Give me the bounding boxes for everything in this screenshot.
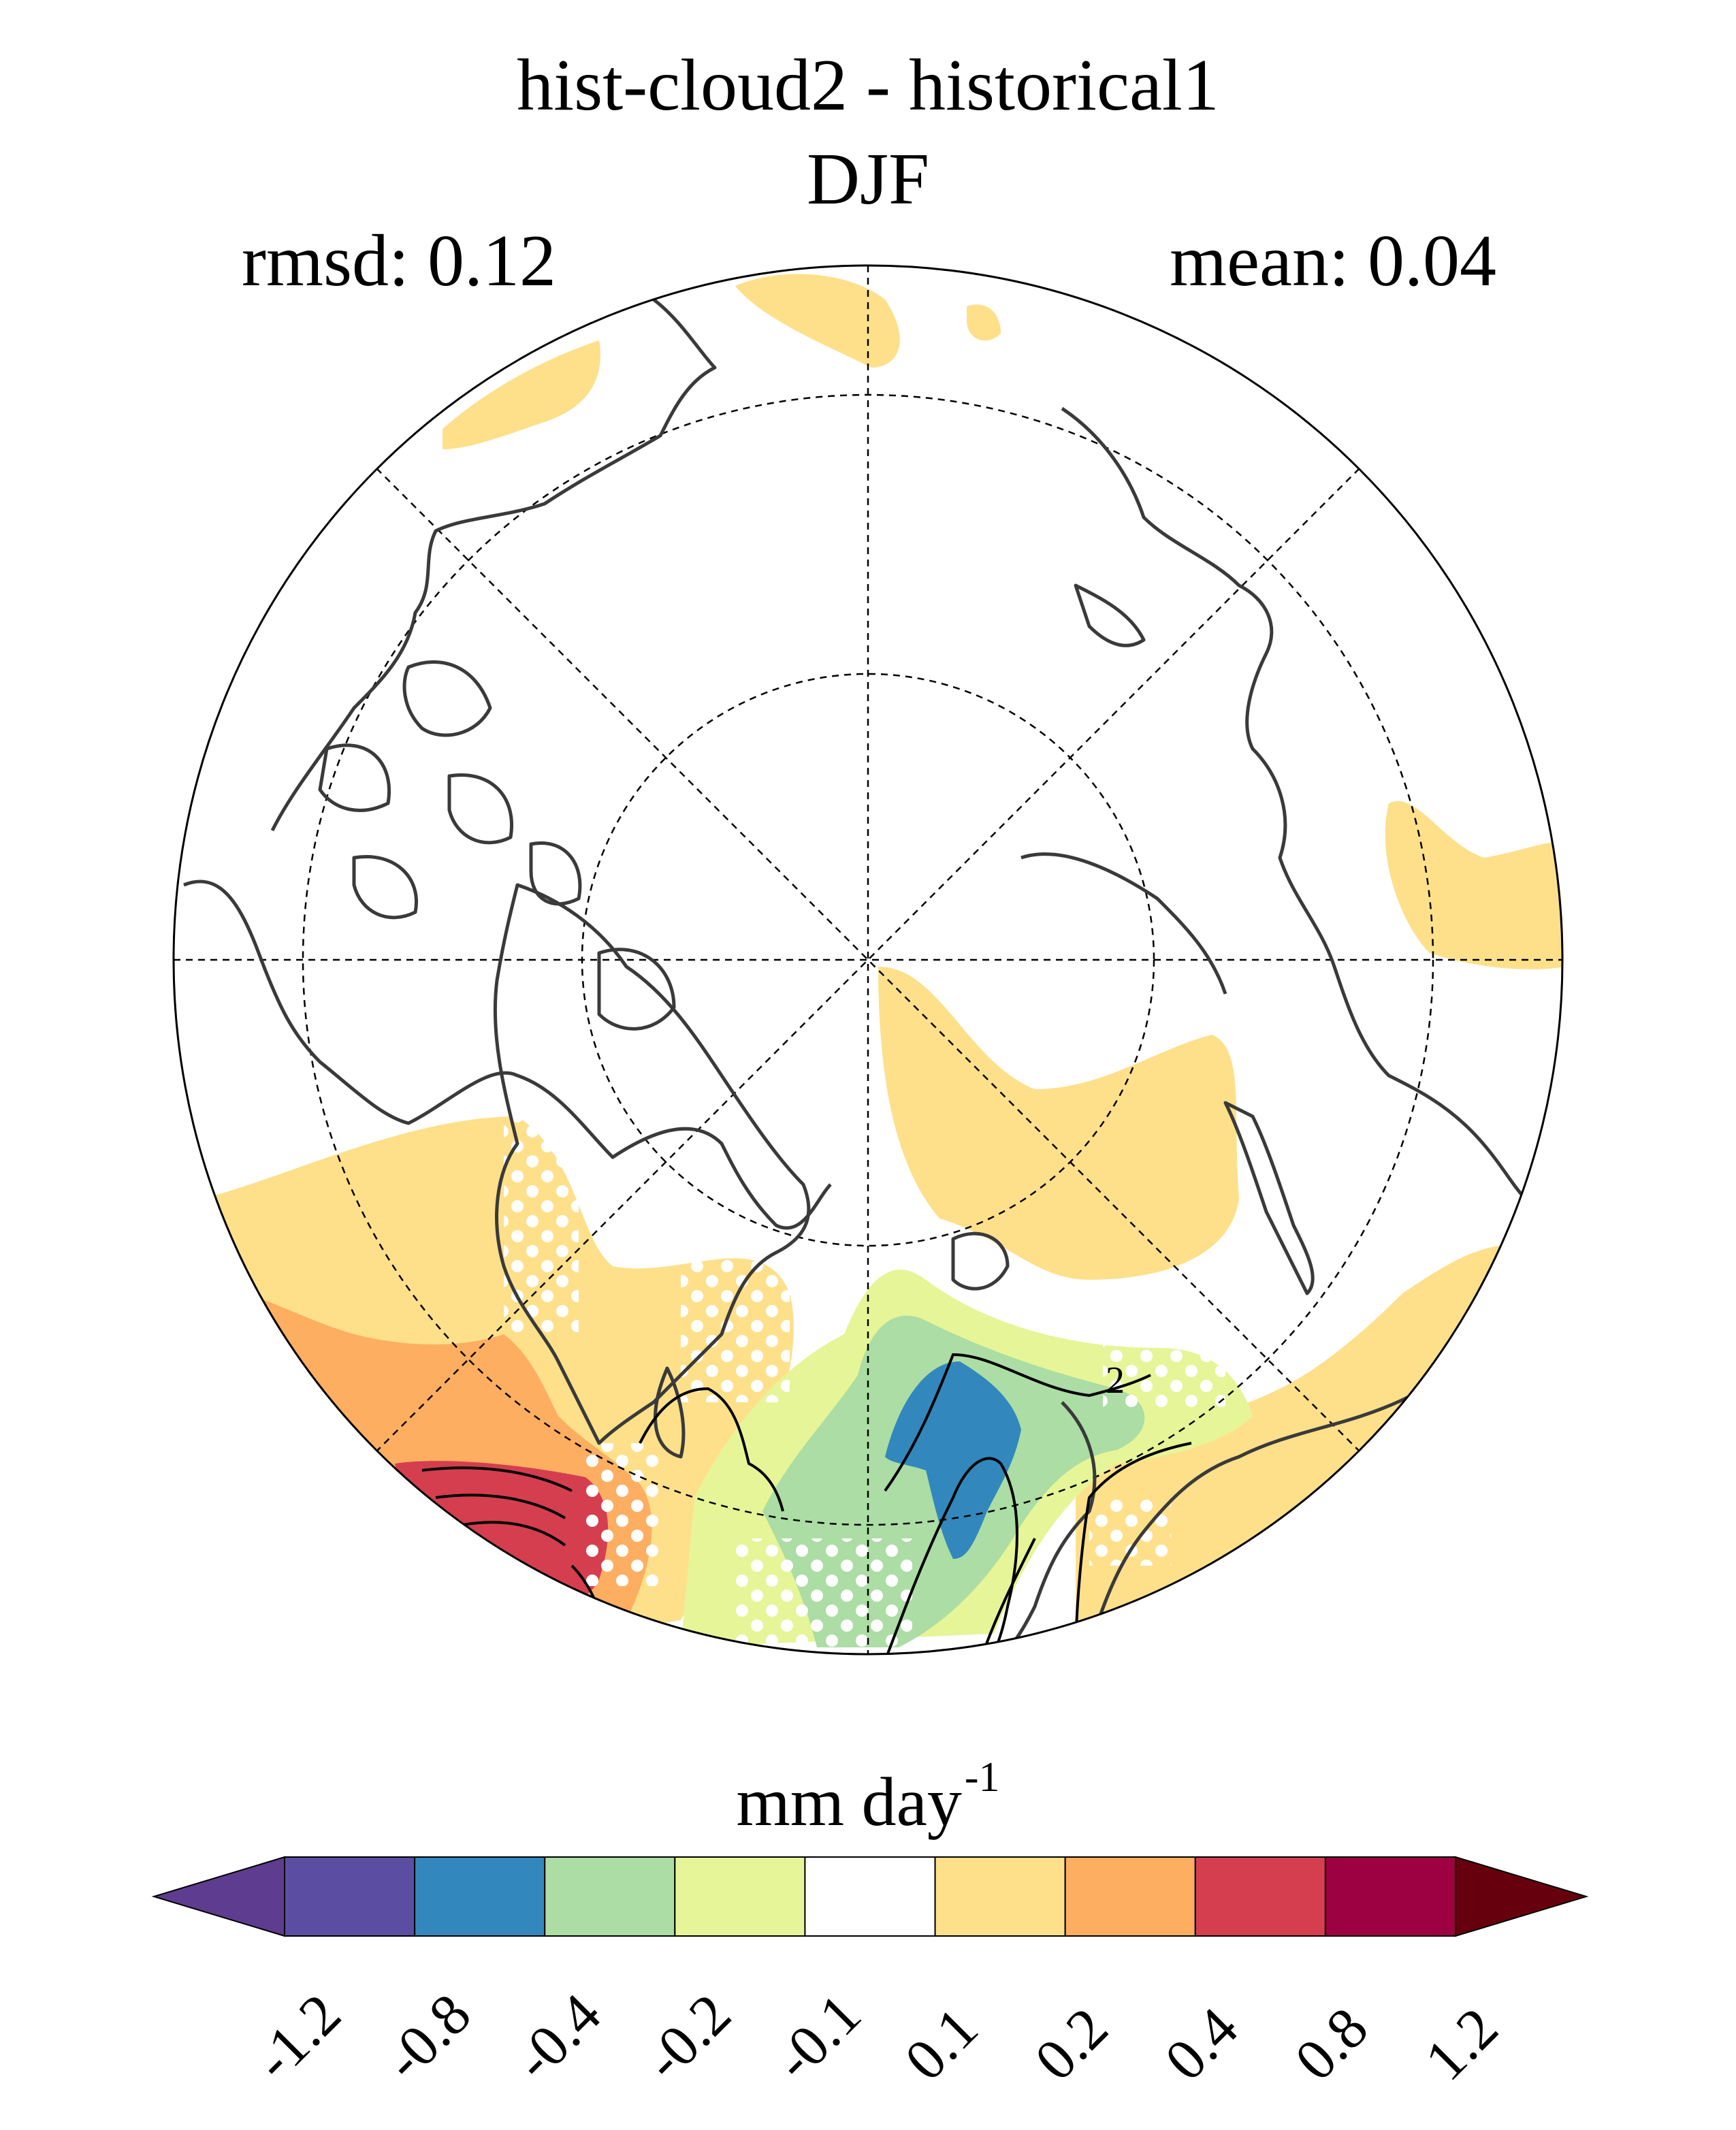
- coastline-novaya-zemlya: [1223, 1101, 1315, 1295]
- anomaly-region-uk: [395, 1461, 609, 1601]
- colorbar-swatch: [544, 1856, 676, 1937]
- map-border: [172, 264, 1564, 1656]
- colorbar: [151, 1856, 1589, 1937]
- colorbar-arrow-high: [1455, 1856, 1589, 1937]
- contour-line: [462, 1521, 566, 1547]
- colorbar-units: mm day-1: [0, 1756, 1736, 1837]
- coastline-archipelago-2: [318, 743, 391, 812]
- anomaly-region-siberia: [878, 967, 1239, 1280]
- anomaly-region-alaska: [443, 340, 600, 449]
- colorbar-swatch: [1064, 1856, 1196, 1937]
- rmsd-label: rmsd: 0.12: [242, 221, 557, 302]
- coastline-baffin: [597, 948, 676, 1031]
- contour-label: 2: [1106, 1359, 1125, 1402]
- coastline-siberia: [1061, 406, 1526, 1199]
- season-label: DJF: [806, 139, 930, 220]
- anomaly-region-bering: [735, 274, 900, 368]
- colorbar-swatch: [804, 1856, 936, 1937]
- coastline-alaska: [270, 298, 717, 832]
- coastline-archipelago-3: [447, 773, 513, 845]
- coastline-scandinavia: [993, 1401, 1097, 1654]
- units-exponent: -1: [964, 1754, 1000, 1801]
- colorbar-swatch: [284, 1856, 416, 1937]
- coastline-europe: [1087, 1360, 1458, 1648]
- anomaly-region-pacific-east: [1385, 801, 1562, 969]
- coastline-canada: [183, 880, 832, 1230]
- contour-line: [1074, 1442, 1192, 1654]
- mean-label: mean: 0.04: [1170, 221, 1496, 302]
- coastline-archipelago-5: [529, 841, 582, 906]
- coastline-kamchatka: [1074, 583, 1146, 647]
- precip-anomaly-field: [204, 274, 1562, 1654]
- colorbar-swatch: [414, 1856, 546, 1937]
- contour-line: [639, 1387, 784, 1512]
- coastline-archipelago-4: [352, 855, 418, 920]
- coastline-archipelago-1: [402, 660, 492, 737]
- contour-line: [884, 1457, 1018, 1654]
- coastlines: [183, 298, 1526, 1654]
- coastline-taymyr: [1020, 852, 1227, 995]
- contour-line: [884, 1353, 1151, 1492]
- units-base: mm day: [736, 1764, 962, 1841]
- contour-line: [435, 1494, 566, 1519]
- colorbar-arrow-low: [151, 1856, 285, 1937]
- map-title: hist-cloud2 - historical1: [517, 45, 1219, 126]
- anomaly-region-pacific-small: [967, 304, 1001, 341]
- colorbar-swatch: [1324, 1856, 1457, 1937]
- coastline-svalbard: [951, 1231, 1010, 1291]
- colorbar-swatch: [934, 1856, 1066, 1937]
- contour-line: [421, 1466, 573, 1492]
- colorbar-swatch: [674, 1856, 806, 1937]
- anomaly-region-scandinavia: [885, 1361, 1021, 1559]
- colorbar-swatch: [1194, 1856, 1326, 1937]
